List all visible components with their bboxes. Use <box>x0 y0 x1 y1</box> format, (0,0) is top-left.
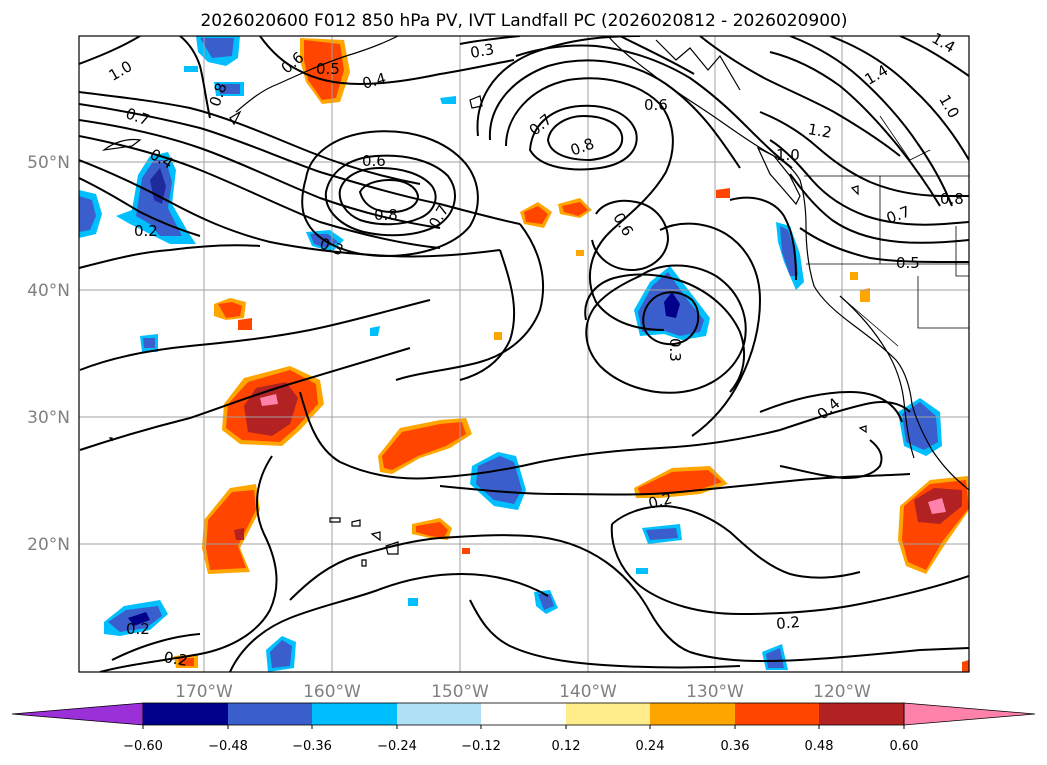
contour-label: 0.3 <box>469 40 496 62</box>
colorbar-tick-label: −0.24 <box>377 739 417 754</box>
colorbar-bin <box>566 703 650 725</box>
pv-contours <box>79 36 969 672</box>
pv-negative-areas <box>79 36 942 672</box>
coastlines <box>101 36 969 567</box>
contour-label: 0.2 <box>134 222 158 240</box>
lon-label: 150°W <box>431 682 489 702</box>
colorbar-tick-label: 0.60 <box>890 739 919 754</box>
colorbar-bin <box>819 703 904 725</box>
colorbar-tick-label: −0.12 <box>461 739 501 754</box>
colorbar-tick-label: 0.48 <box>805 739 834 754</box>
lon-label: 130°W <box>686 682 744 702</box>
contour-label: 0.8 <box>940 190 964 208</box>
colorbar-tick-label: 0.24 <box>636 739 665 754</box>
colorbar-tick-label: 0.36 <box>721 739 750 754</box>
colorbar-ticks <box>142 725 905 729</box>
map-frame <box>78 35 970 673</box>
colorbar-tick-label: 0.12 <box>552 739 581 754</box>
colorbar: −0.60 −0.48 −0.36 −0.24 −0.12 0.12 0.24 … <box>11 702 1036 754</box>
colorbar-bin <box>143 703 228 725</box>
contour-label: 0.4 <box>360 69 388 93</box>
contour-label: 0.6 <box>644 96 668 114</box>
lat-label: 30°N <box>27 408 70 428</box>
pv-positive-areas <box>174 38 969 672</box>
colorbar-tick-labels: −0.60 −0.48 −0.36 −0.24 −0.12 0.12 0.24 … <box>123 739 918 754</box>
contour-label: 0.2 <box>162 648 189 670</box>
lon-label: 120°W <box>813 682 871 702</box>
colorbar-tick-label: −0.36 <box>292 739 332 754</box>
colorbar-under-extension <box>11 702 144 726</box>
colorbar-frame <box>142 702 905 726</box>
colorbar-bin <box>312 703 397 725</box>
colorbar-tick-label: −0.60 <box>123 739 163 754</box>
colorbar-tick-label: −0.48 <box>208 739 248 754</box>
contour-label: 1.0 <box>776 146 800 164</box>
contour-label: 0.2 <box>775 613 800 633</box>
lat-label: 20°N <box>27 535 70 555</box>
colorbar-bin <box>397 703 481 725</box>
contour-label: 0.8 <box>374 206 398 224</box>
contour-label: 0.5 <box>896 254 920 272</box>
colorbar-bin <box>481 703 566 725</box>
colorbar-over-extension <box>903 702 1036 726</box>
contour-label: 0.6 <box>362 152 386 170</box>
colorbar-bin <box>735 703 819 725</box>
contour-label: 0.2 <box>646 489 674 513</box>
map-panel <box>78 35 970 673</box>
chart-title: 2026020600 F012 850 hPa PV, IVT Landfall… <box>200 11 847 31</box>
contour-label: 0.3 <box>666 338 684 362</box>
colorbar-bin <box>228 703 312 725</box>
colorbar-bin <box>650 703 735 725</box>
contour-label: 0.2 <box>126 620 150 638</box>
lon-label: 160°W <box>303 682 361 702</box>
lat-label: 40°N <box>27 281 70 301</box>
lat-label: 50°N <box>27 153 70 173</box>
lon-label: 170°W <box>175 682 233 702</box>
longitude-labels: 170°W 160°W 150°W 140°W 130°W 120°W <box>175 682 871 702</box>
latitude-labels: 50°N 40°N 30°N 20°N <box>27 153 70 555</box>
contour-label: 1.2 <box>806 120 833 142</box>
contour-label: 0.5 <box>316 60 340 78</box>
lon-label: 140°W <box>559 682 617 702</box>
